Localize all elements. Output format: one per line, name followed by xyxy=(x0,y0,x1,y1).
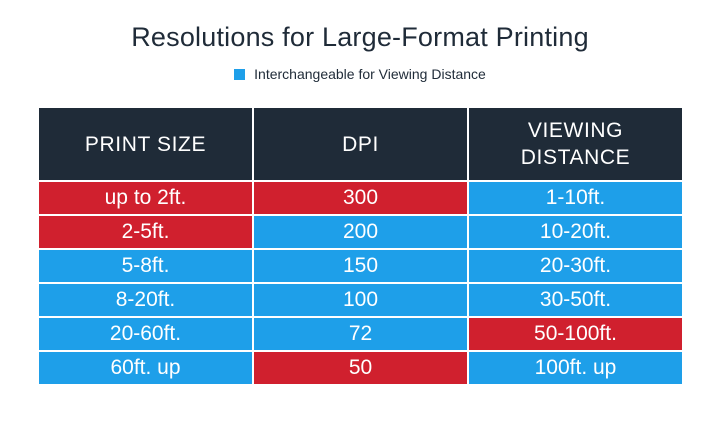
header-viewing-distance: VIEWING DISTANCE xyxy=(467,106,684,182)
cell-print-size: 8-20ft. xyxy=(37,282,254,318)
legend-swatch xyxy=(234,68,246,80)
table-header-row: PRINT SIZE DPI VIEWING DISTANCE xyxy=(37,106,684,182)
cell-viewing-distance: 20-30ft. xyxy=(467,248,684,284)
cell-print-size: 2-5ft. xyxy=(37,214,254,250)
cell-dpi: 300 xyxy=(252,180,469,216)
page-title: Resolutions for Large-Format Printing xyxy=(131,22,589,52)
cell-dpi: 200 xyxy=(252,214,469,250)
cell-print-size: up to 2ft. xyxy=(37,180,254,216)
cell-print-size: 20-60ft. xyxy=(37,316,254,352)
cell-dpi: 50 xyxy=(252,350,469,386)
table-row: up to 2ft. 300 1-10ft. xyxy=(37,180,684,216)
cell-viewing-distance: 30-50ft. xyxy=(467,282,684,318)
header-print-size: PRINT SIZE xyxy=(37,106,254,182)
table-row: 8-20ft. 100 30-50ft. xyxy=(37,282,684,318)
table-row: 20-60ft. 72 50-100ft. xyxy=(37,316,684,352)
cell-viewing-distance: 10-20ft. xyxy=(467,214,684,250)
cell-viewing-distance: 1-10ft. xyxy=(467,180,684,216)
table-row: 60ft. up 50 100ft. up xyxy=(37,350,684,386)
cell-viewing-distance: 100ft. up xyxy=(467,350,684,386)
cell-print-size: 5-8ft. xyxy=(37,248,254,284)
legend-label: Interchangeable for Viewing Distance xyxy=(254,66,486,82)
legend: Interchangeable for Viewing Distance xyxy=(0,66,720,82)
header-dpi: DPI xyxy=(252,106,469,182)
cell-print-size: 60ft. up xyxy=(37,350,254,386)
cell-dpi: 72 xyxy=(252,316,469,352)
cell-dpi: 100 xyxy=(252,282,469,318)
table-row: 5-8ft. 150 20-30ft. xyxy=(37,248,684,284)
cell-viewing-distance: 50-100ft. xyxy=(467,316,684,352)
resolution-table: PRINT SIZE DPI VIEWING DISTANCE up to 2f… xyxy=(37,106,684,394)
table-row: 2-5ft. 200 10-20ft. xyxy=(37,214,684,250)
cell-dpi: 150 xyxy=(252,248,469,284)
